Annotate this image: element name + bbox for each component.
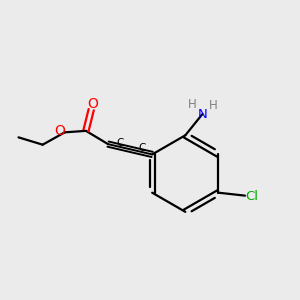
Text: O: O xyxy=(54,124,65,138)
Text: Cl: Cl xyxy=(245,190,258,203)
Text: H: H xyxy=(188,98,197,111)
Text: O: O xyxy=(87,98,98,111)
Text: C: C xyxy=(138,143,146,153)
Text: H: H xyxy=(209,99,218,112)
Text: C: C xyxy=(116,138,124,148)
Text: N: N xyxy=(197,108,207,121)
